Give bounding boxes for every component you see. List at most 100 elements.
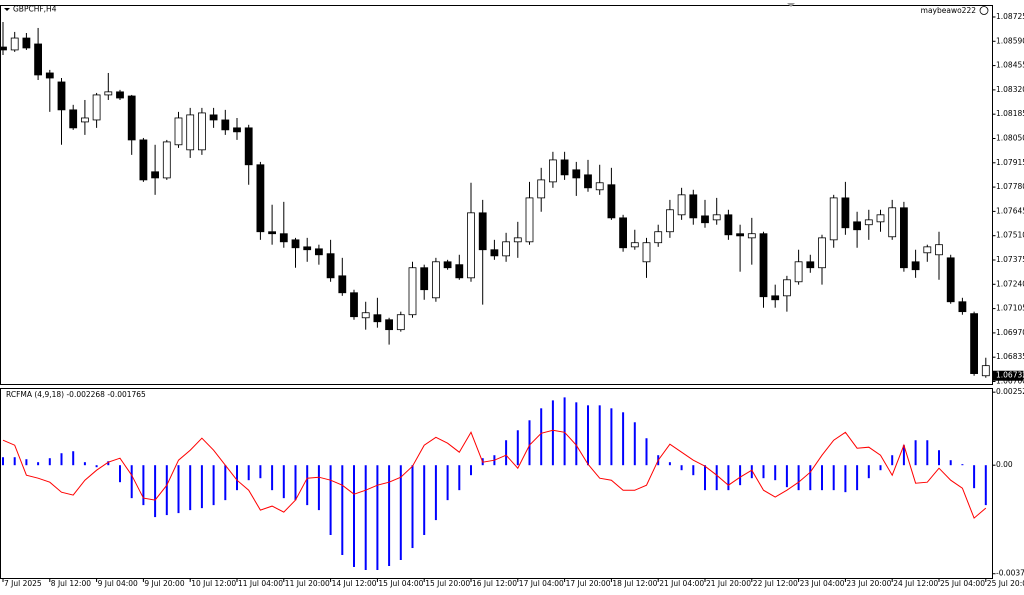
candle-body [22,37,31,49]
candle-body [654,231,663,244]
candle-body [233,127,241,133]
candle-body [279,233,288,243]
candle-body [572,169,581,179]
candle-body [490,249,499,257]
candle-body [361,312,370,319]
y-tick-label: 1.07915 [996,158,1024,167]
candle-body [864,219,873,226]
candle-body [876,214,885,223]
y-tick-label: 1.07105 [996,304,1024,313]
candle-body [747,233,756,239]
x-tick-label: 10 Jul 12:00 [191,579,236,588]
y-tick-label: 0.002525 [996,387,1024,396]
candle-body [595,182,604,191]
candle-body [303,246,312,251]
last-price-box [992,370,1024,381]
candle-body [911,261,920,271]
candle-body [326,253,335,279]
y-tick-label: -0.003752 [996,569,1024,578]
x-tick-label: 24 Jul 12:00 [893,579,938,588]
candle-body [151,171,160,179]
x-tick-label: 14 Jul 12:00 [332,579,377,588]
candle-body [701,215,709,224]
candle-body [759,233,768,298]
y-tick-label: 0.00 [996,460,1013,469]
candle-body [560,159,569,176]
candle-body [935,244,943,256]
candle-body [783,279,791,297]
candle-body [420,267,429,291]
candle-body [724,214,733,236]
candle-body [104,91,113,96]
x-tick-label: 21 Jul 20:00 [706,579,751,588]
candle-body [946,257,955,303]
candle-body [0,46,7,51]
x-tick-label: 23 Jul 04:00 [800,579,845,588]
y-tick-label: 1.08320 [996,85,1024,94]
candle-body [771,295,780,301]
candle-body [314,248,323,256]
scroll-marker [787,3,795,7]
candle-body [431,261,440,299]
y-tick-label: 1.07240 [996,279,1024,288]
account-icon[interactable] [979,6,989,15]
symbol-label: GBPCHF,H4 [13,5,57,14]
candle-body [537,179,546,199]
candle-body [10,37,19,51]
candle-body [92,94,101,121]
x-tick-label: 11 Jul 20:00 [285,579,330,588]
candle-body [958,301,967,313]
candle-body [818,237,826,269]
candle-body [350,292,358,318]
x-tick-label: 22 Jul 12:00 [753,579,798,588]
x-tick-label: 8 Jul 12:00 [51,579,91,588]
x-tick-label: 15 Jul 04:00 [378,579,423,588]
x-tick-label: 25 Jul 20:00 [987,579,1024,588]
candle-body [841,197,850,229]
candle-body [513,237,522,243]
candle-body [221,119,230,131]
candle-body [162,141,171,179]
candle-body [607,184,616,219]
candle-body [806,261,815,269]
x-tick-label: 11 Jul 04:00 [238,579,283,588]
x-tick-label: 15 Jul 20:00 [425,579,470,588]
candle-body [467,212,475,279]
x-tick-label: 9 Jul 20:00 [144,579,184,588]
candle-body [443,261,452,269]
candle-body [478,212,487,251]
y-tick-label: 1.06700 [996,377,1024,386]
candle-body [502,241,511,257]
candle-body [794,261,803,283]
candle-body [291,239,300,249]
y-tick-label: 1.06970 [996,328,1024,337]
x-tick-label: 18 Jul 12:00 [612,579,657,588]
y-tick-label: 1.07645 [996,206,1024,215]
candle-body [127,95,136,141]
candle-body [829,197,838,241]
candle-body [34,43,42,76]
candle-body [853,221,861,231]
candle-body [116,91,124,99]
signal-line [2,429,987,519]
candle-body [268,231,277,235]
account-name: maybeawo222 [921,6,977,15]
candle-body [981,365,990,377]
candle-body [139,139,148,181]
candle-body [900,207,908,269]
candle-body [970,313,978,374]
y-tick-label: 1.07510 [996,231,1024,240]
x-tick-label: 17 Jul 04:00 [519,579,564,588]
y-tick-label: 1.07375 [996,255,1024,264]
candle-body [174,117,183,146]
y-tick-label: 1.08725 [996,12,1024,21]
indicator-title: RCFMA (4,9,18) -0.002268 -0.001765 [6,390,146,399]
candle-body [689,194,698,219]
y-tick-label: 1.08590 [996,36,1024,45]
symbol-menu[interactable] [4,8,10,11]
y-tick-label: 1.07780 [996,182,1024,191]
candle-body [186,114,195,151]
candle-body [45,72,54,79]
